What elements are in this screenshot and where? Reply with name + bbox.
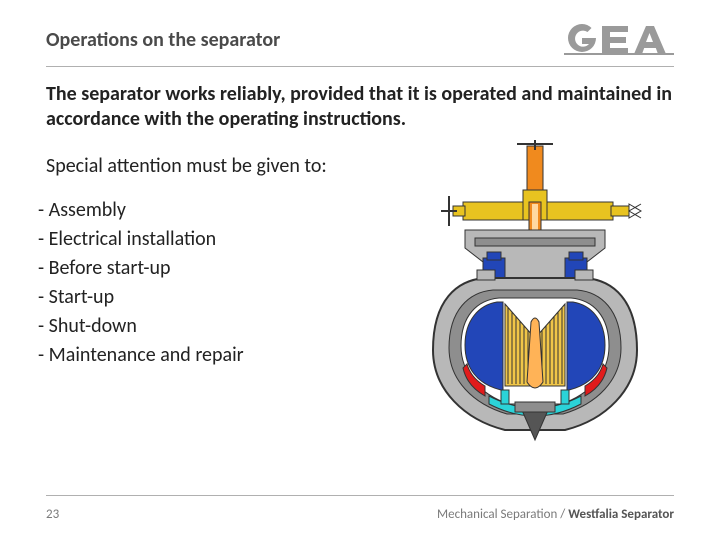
page-title: Operations on the separator [46, 28, 280, 52]
separator-diagram [405, 140, 665, 450]
page-number: 23 [46, 507, 59, 522]
lead-paragraph: The separator works reliably, provided t… [46, 82, 674, 132]
footer-text: Mechanical Separation / Westfalia Separa… [437, 507, 674, 522]
divider-top [46, 66, 674, 67]
divider-bottom [46, 495, 674, 496]
gea-logo [564, 20, 674, 61]
